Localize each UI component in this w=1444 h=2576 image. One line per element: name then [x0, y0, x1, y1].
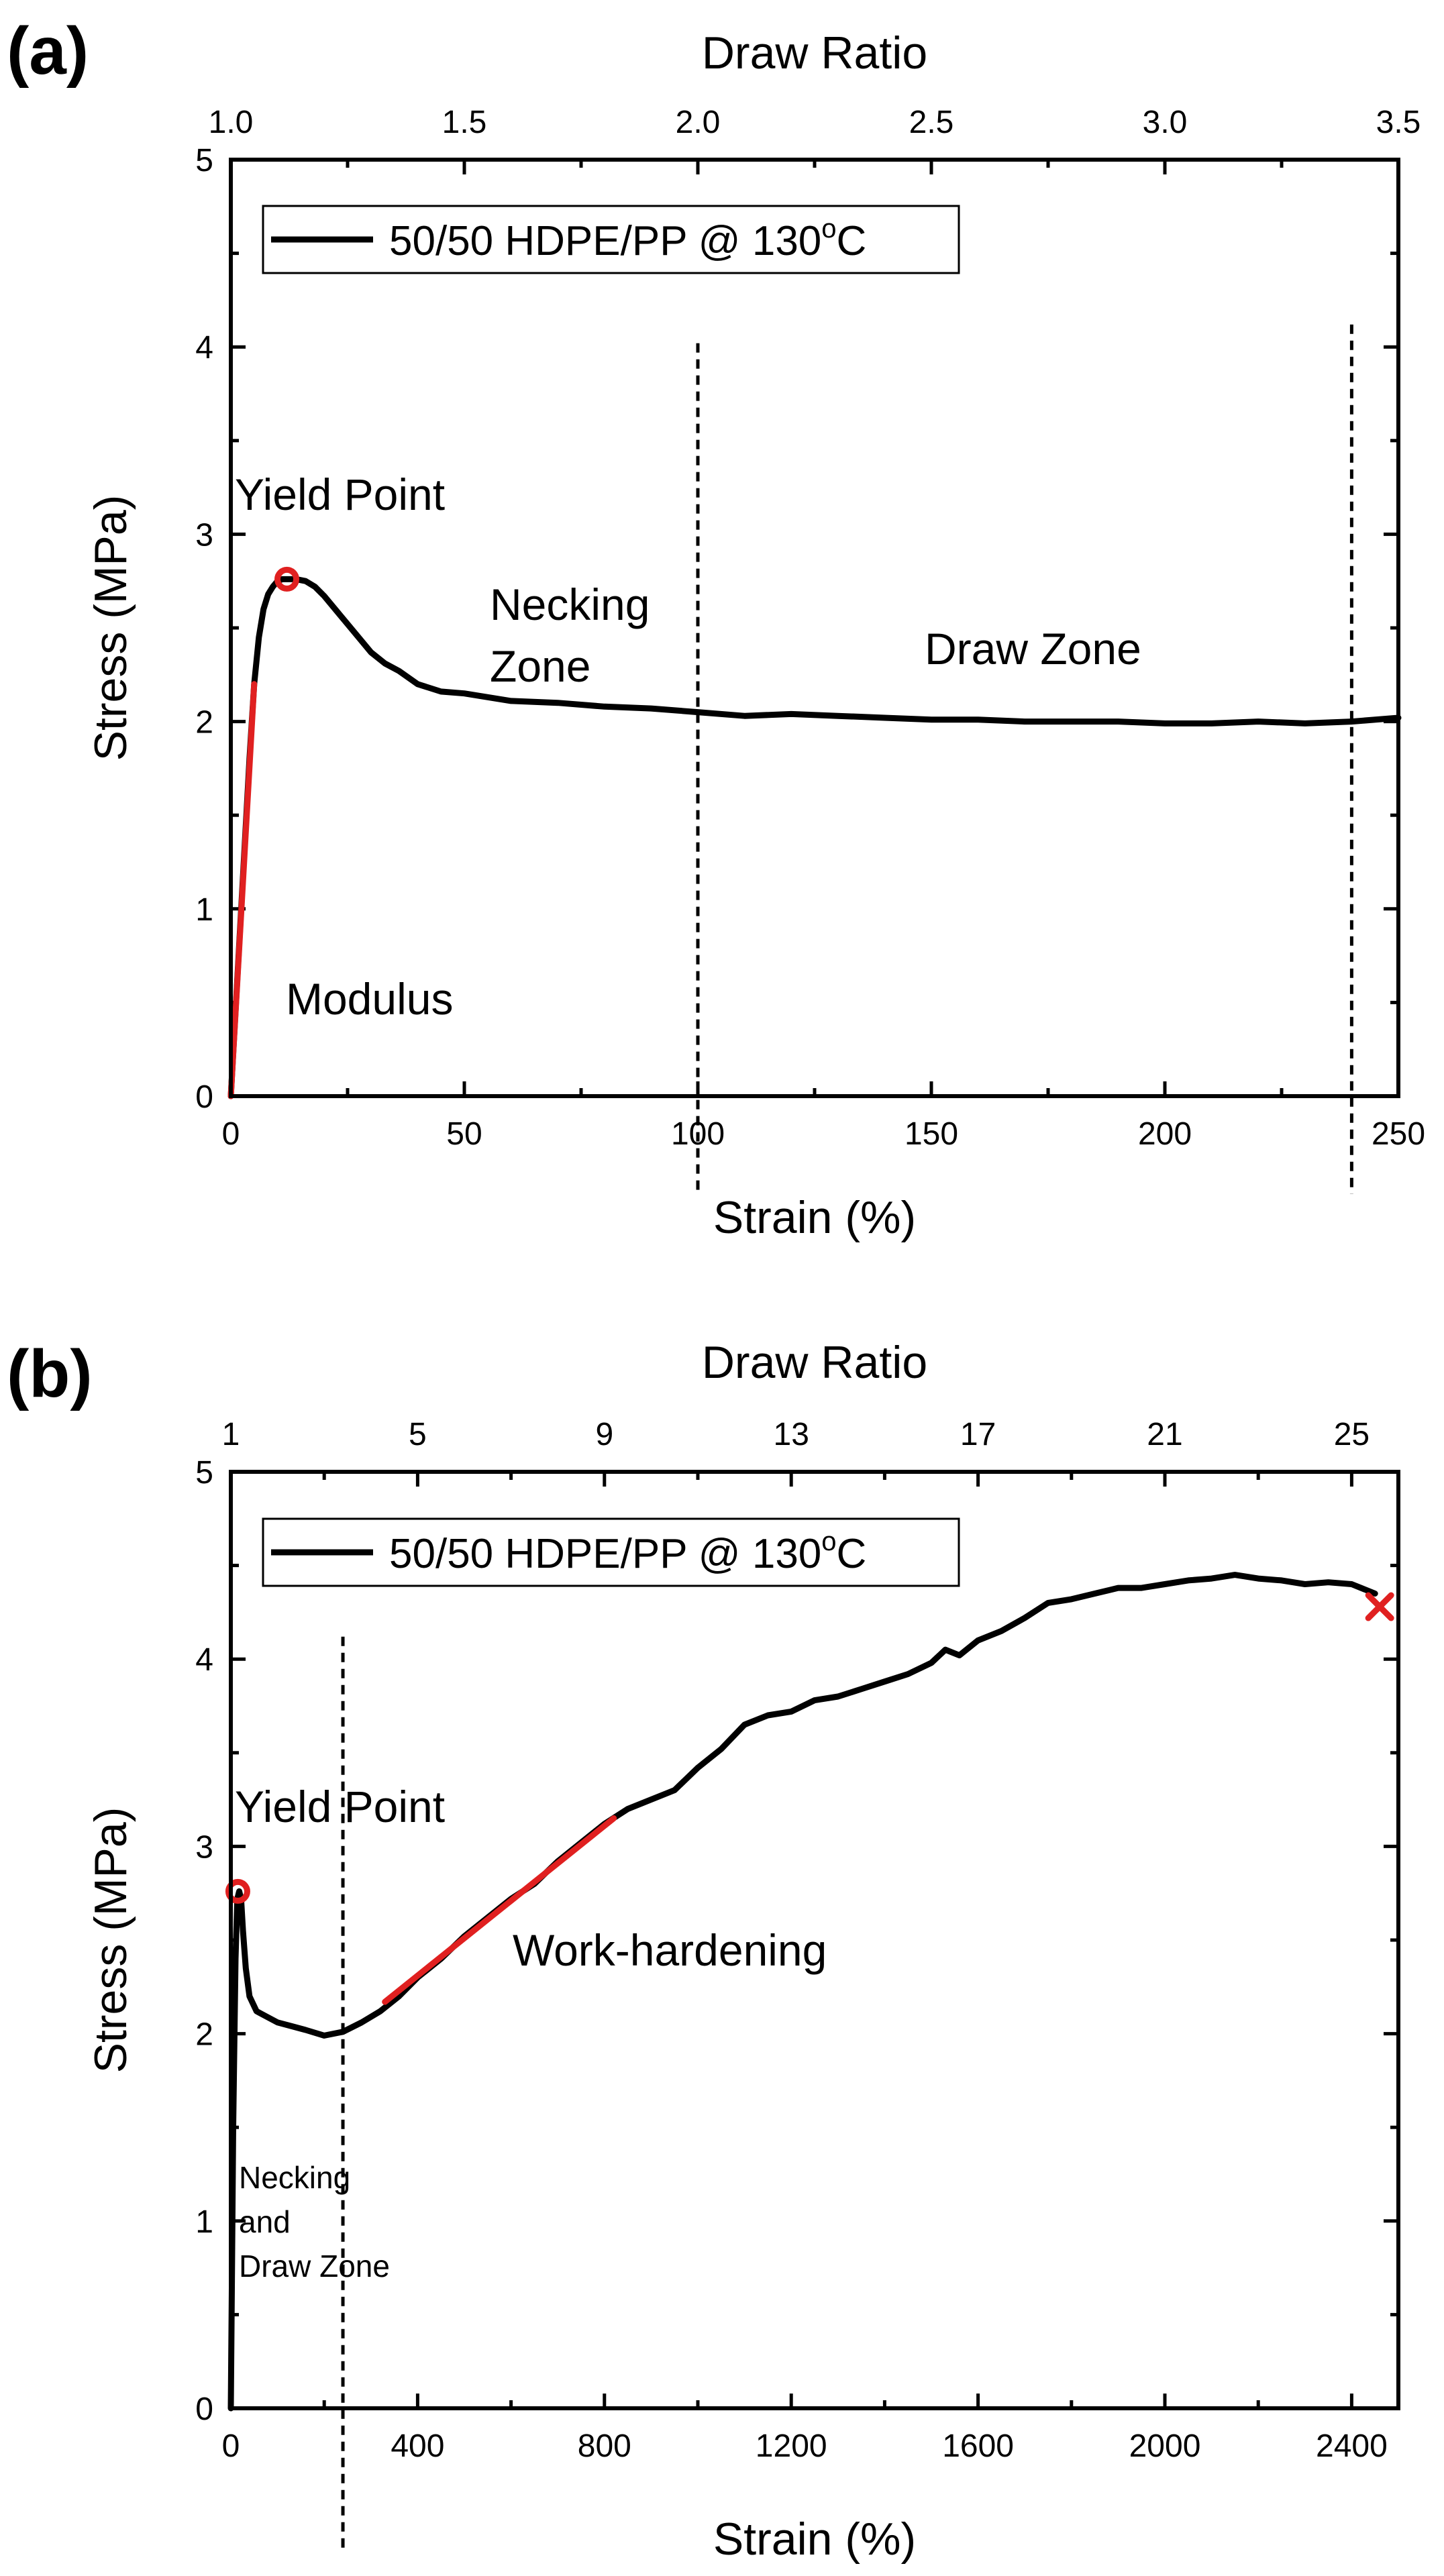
top-tick-label: 1 [222, 1417, 240, 1452]
top-axis-title-a: Draw Ratio [702, 28, 927, 78]
top-tick-label: 1.5 [442, 105, 487, 140]
failure-marker [1365, 1592, 1394, 1621]
top-tick-label: 2.5 [909, 105, 954, 140]
top-tick-label: 1.0 [209, 105, 254, 140]
x-tick-label: 2400 [1316, 2428, 1388, 2464]
x-tick-label: 150 [905, 1116, 958, 1152]
y-tick-label: 2 [195, 2017, 213, 2053]
y-tick-label: 4 [195, 330, 213, 366]
modulus-label: Modulus [286, 974, 453, 1024]
top-tick-labels-b: 1 5 9 13 17 21 25 [222, 1417, 1370, 1452]
x-tick-label: 1600 [942, 2428, 1014, 2464]
yield-point-marker-b [225, 1878, 250, 1904]
necking-label-b-line3: Draw Zone [239, 2249, 390, 2284]
y-tick-labels-a: 0 1 2 3 4 5 [195, 143, 213, 1115]
x-axis-title-a: Strain (%) [713, 1192, 916, 1243]
x-tick-label: 1200 [756, 2428, 827, 2464]
modulus-fit-line [227, 681, 258, 1099]
top-tick-label: 5 [409, 1417, 427, 1452]
legend-box-a [262, 205, 960, 274]
panel-b: (b) Draw Ratio 1 5 9 13 17 21 25 0 400 800 1200 16… [7, 1336, 1400, 2565]
y-tick-labels-b: 0 1 2 3 4 5 [195, 1455, 213, 2427]
y-tick-label: 1 [195, 892, 213, 928]
panel-label-b: (b) [7, 1336, 93, 1411]
x-tick-labels-b: 0 400 800 1200 1600 2000 2400 [222, 2428, 1388, 2464]
y-tick-label: 5 [195, 143, 213, 178]
work-hardening-fit-line [382, 1815, 617, 2005]
y-tick-label: 4 [195, 1642, 213, 1678]
panel-a: (a) Draw Ratio 1.0 1.5 2.0 2.5 3.0 3.5 0 50 100… [7, 13, 1425, 1243]
failure-x-stroke [1365, 1592, 1394, 1621]
top-tick-label: 13 [774, 1417, 809, 1452]
plot-frame-b [229, 1470, 1400, 2410]
x-tick-label: 0 [222, 2428, 240, 2464]
necking-label-b-line2: and [239, 2204, 291, 2239]
x-tick-label: 2000 [1129, 2428, 1201, 2464]
y-tick-label: 5 [195, 1455, 213, 1491]
top-tick-label: 17 [960, 1417, 996, 1452]
x-tick-label: 200 [1138, 1116, 1192, 1152]
stress-strain-curve-a [227, 576, 1402, 1099]
plot-frame-a [229, 158, 1400, 1098]
x-tick-label: 250 [1372, 1116, 1425, 1152]
stress-strain-curve-b [227, 1572, 1378, 2412]
legend-label-a: 50/50 HDPE/PP @ 130oC [389, 214, 866, 264]
legend-label-b: 50/50 HDPE/PP @ 130oC [389, 1527, 866, 1577]
top-axis-title-b: Draw Ratio [702, 1337, 927, 1388]
yield-point-marker-a [274, 566, 300, 592]
y-tick-label: 0 [195, 1079, 213, 1115]
necking-label-b-line1: Necking [239, 2160, 350, 2195]
yield-point-label-b: Yield Point [235, 1782, 445, 1831]
draw-zone-label: Draw Zone [925, 624, 1141, 674]
y-axis-title-b: Stress (MPa) [85, 1807, 136, 2074]
yield-point-label-a: Yield Point [235, 470, 445, 519]
top-tick-label: 2.0 [676, 105, 721, 140]
top-tick-label: 21 [1147, 1417, 1182, 1452]
work-hardening-label: Work-hardening [513, 1925, 827, 1975]
panel-label-a: (a) [7, 13, 89, 89]
y-tick-label: 0 [195, 2392, 213, 2427]
zone-dividers-a [696, 324, 1353, 1194]
top-tick-labels-a: 1.0 1.5 2.0 2.5 3.0 3.5 [209, 105, 1421, 140]
top-tick-label: 3.5 [1376, 105, 1421, 140]
necking-label-a-line1: Necking [490, 580, 650, 629]
top-tick-label: 3.0 [1143, 105, 1188, 140]
legend-box-b [262, 1517, 960, 1587]
x-tick-label: 400 [391, 2428, 444, 2464]
y-tick-label: 2 [195, 705, 213, 741]
x-tick-labels-a: 0 50 100 150 200 250 [222, 1116, 1425, 1152]
y-tick-label: 3 [195, 1829, 213, 1865]
y-tick-label: 1 [195, 2204, 213, 2240]
x-tick-label: 0 [222, 1116, 240, 1152]
top-tick-label: 25 [1334, 1417, 1370, 1452]
y-tick-label: 3 [195, 517, 213, 553]
necking-label-a-line2: Zone [490, 641, 590, 691]
x-tick-label: 800 [578, 2428, 631, 2464]
top-tick-label: 9 [595, 1417, 613, 1452]
x-axis-title-b: Strain (%) [713, 2514, 916, 2565]
x-tick-label: 50 [446, 1116, 482, 1152]
y-axis-title-a: Stress (MPa) [85, 495, 136, 761]
